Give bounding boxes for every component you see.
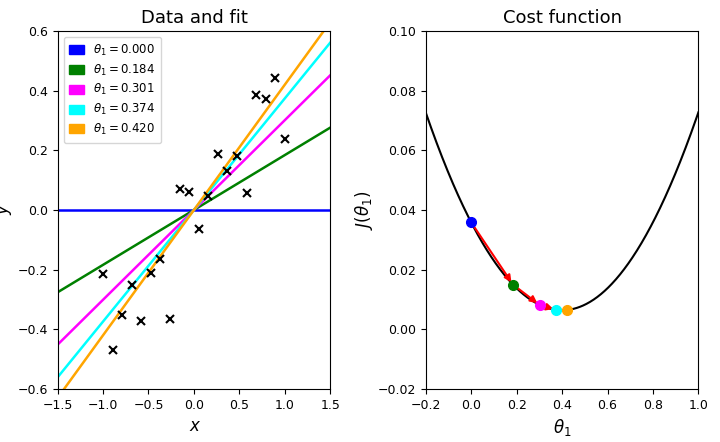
Legend: $\theta_1=0.000$, $\theta_1=0.184$, $\theta_1=0.301$, $\theta_1=0.374$, $\theta_: $\theta_1=0.000$, $\theta_1=0.184$, $\th…: [63, 37, 161, 143]
Title: Cost function: Cost function: [503, 8, 621, 27]
X-axis label: $\theta_1$: $\theta_1$: [553, 417, 572, 438]
Y-axis label: y: y: [0, 205, 12, 215]
Y-axis label: $J(\theta_1)$: $J(\theta_1)$: [353, 191, 375, 229]
X-axis label: x: x: [189, 417, 199, 435]
Title: Data and fit: Data and fit: [140, 8, 248, 27]
